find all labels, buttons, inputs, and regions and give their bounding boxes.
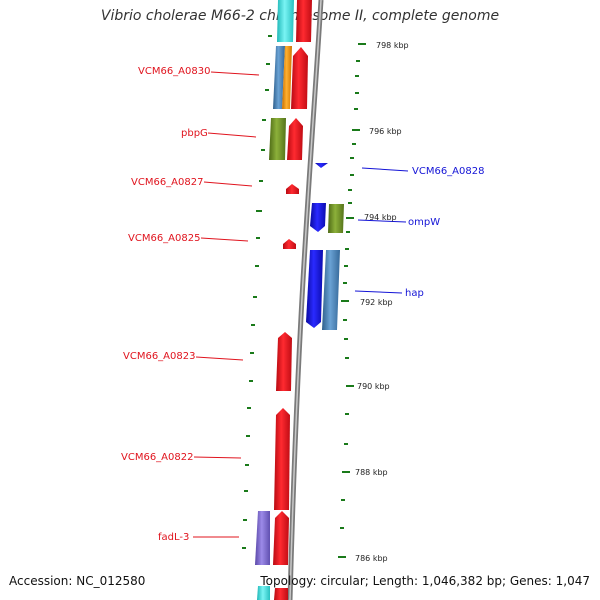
- kbp-794: 794 kbp: [364, 213, 397, 222]
- gene-blue-a0828: [315, 163, 328, 168]
- label-leader-lines-left: [193, 71, 260, 538]
- accession-text: Accession: NC_012580: [9, 574, 146, 588]
- gene-red-a0822: [274, 408, 290, 510]
- kbp-786: 786 kbp: [355, 554, 388, 563]
- tick-row-outer-left: [242, 35, 272, 549]
- gene-olive-ompW: [328, 204, 344, 233]
- left-gene-labels: VCM66_A0830 pbpG VCM66_A0827 VCM66_A0825…: [121, 66, 210, 543]
- kbp-788: 788 kbp: [355, 468, 388, 477]
- summary-text: Topology: circular; Length: 1,046,382 bp…: [260, 574, 590, 588]
- label-hap: hap: [405, 288, 424, 299]
- gene-steelblue-hap: [322, 250, 340, 330]
- kbp-796: 796 kbp: [369, 127, 402, 136]
- gene-red-a0830: [291, 47, 308, 109]
- gene-olive-pbpG: [269, 118, 286, 160]
- gene-red-bottom: [274, 588, 288, 600]
- gene-blue-hap: [306, 250, 323, 328]
- label-pbpg: pbpG: [181, 128, 208, 139]
- gene-red-a0827: [286, 184, 299, 194]
- gene-cyan-top: [277, 0, 294, 42]
- gene-red-fadL3: [273, 511, 289, 565]
- kbp-792: 792 kbp: [360, 298, 393, 307]
- kbp-798: 798 kbp: [376, 41, 409, 50]
- gene-features-left: [255, 0, 312, 600]
- label-vcm66-a0830: VCM66_A0830: [138, 66, 210, 77]
- label-leader-lines-right: [354, 167, 409, 294]
- tick-row-outer-right: [338, 43, 366, 558]
- label-ompw: ompW: [408, 217, 440, 228]
- kbp-790: 790 kbp: [357, 382, 390, 391]
- label-vcm66-a0822: VCM66_A0822: [121, 452, 193, 463]
- gene-red-top: [296, 0, 312, 42]
- gene-red-pbpG: [287, 118, 303, 160]
- gene-cyan-bottom: [257, 586, 270, 600]
- label-vcm66-a0823: VCM66_A0823: [123, 351, 195, 362]
- label-vcm66-a0827: VCM66_A0827: [131, 177, 203, 188]
- label-vcm66-a0825: VCM66_A0825: [128, 233, 200, 244]
- gene-red-a0825: [283, 239, 296, 249]
- right-gene-labels: VCM66_A0828 ompW hap: [405, 166, 484, 299]
- label-vcm66-a0828: VCM66_A0828: [412, 166, 484, 177]
- gene-steelblue-a0830: [273, 46, 285, 109]
- gene-features-right: [306, 163, 344, 330]
- gene-orange-a0830: [282, 46, 292, 109]
- gene-red-a0823: [276, 332, 292, 391]
- label-fadl-3: fadL-3: [158, 532, 189, 543]
- kbp-scale: 798 kbp 796 kbp 794 kbp 792 kbp 790 kbp …: [355, 41, 409, 563]
- gene-purple-fadL3: [255, 511, 270, 565]
- gene-blue-ompW: [310, 203, 326, 232]
